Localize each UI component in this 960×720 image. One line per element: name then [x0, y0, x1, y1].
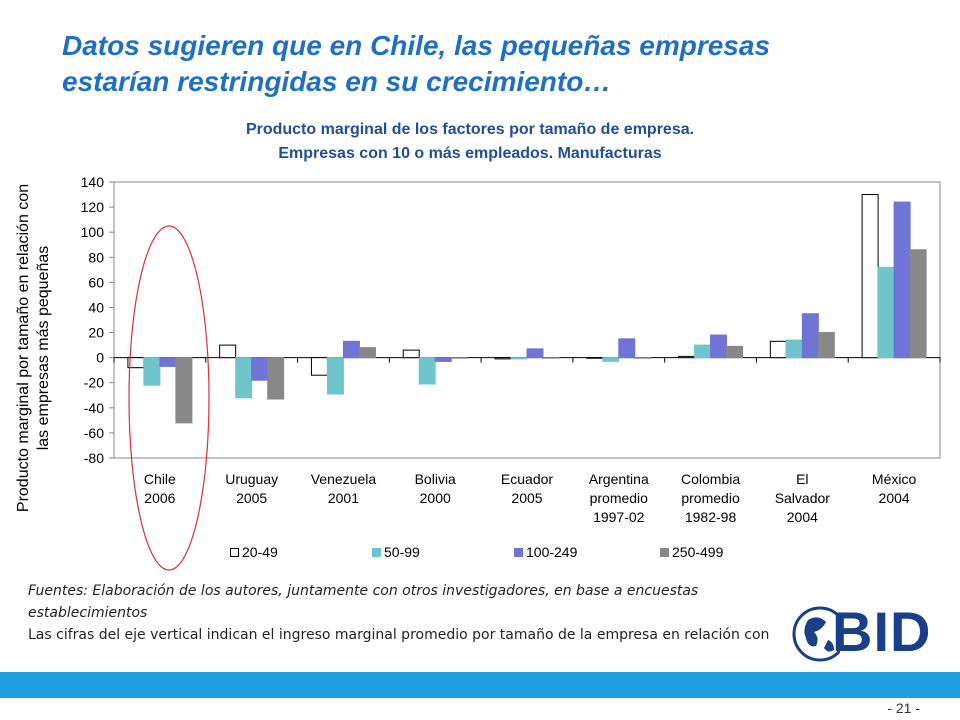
- y-tick-label: -40: [84, 400, 104, 416]
- bar-100-249: [342, 340, 360, 359]
- x-category-label: 2006: [144, 490, 175, 506]
- x-category-label: México: [872, 471, 917, 487]
- bar-50-99: [602, 357, 620, 362]
- logo-text: BID: [832, 600, 932, 663]
- bar-250-499: [358, 347, 376, 359]
- x-category-label: 1982-98: [685, 509, 737, 525]
- chile-highlight-ellipse: [128, 225, 210, 571]
- chart-title-line1: Producto marginal de los factores por ta…: [245, 121, 695, 138]
- legend-item-250-499: 250-499: [660, 544, 723, 560]
- bid-logo: BID: [790, 600, 930, 664]
- footnote-source-line2: establecimientos: [28, 605, 148, 621]
- x-category-label: Ecuador: [501, 471, 553, 487]
- bar-100-249: [159, 357, 177, 367]
- plot-frame: [113, 181, 941, 459]
- legend-label: 100-249: [526, 544, 578, 560]
- x-category-label: 2005: [511, 490, 542, 506]
- bar-250-499: [542, 357, 560, 359]
- y-tick-label: 20: [88, 325, 104, 341]
- bar-20-49: [219, 344, 237, 359]
- bar-20-49: [769, 340, 787, 359]
- x-category-label: Bolivia: [415, 471, 456, 487]
- bar-100-249: [710, 334, 728, 359]
- y-tick-label: 120: [81, 199, 105, 215]
- y-tick-label: 0: [96, 350, 104, 366]
- x-category-label: 2001: [328, 490, 359, 506]
- bar-50-99: [785, 339, 803, 359]
- bar-100-249: [251, 357, 269, 381]
- footnote: Fuentes: Elaboración de los autores, jun…: [28, 580, 948, 646]
- bar-250-499: [909, 249, 927, 359]
- x-category-label: 1997-02: [593, 509, 645, 525]
- chart-title-line2: Empresas con 10 o más empleados. Manufac…: [278, 145, 662, 162]
- x-category-label: Salvador: [775, 490, 831, 506]
- x-category-label: 2004: [787, 509, 818, 525]
- globe-icon: [792, 606, 840, 662]
- bar-100-249: [434, 357, 452, 362]
- bar-50-99: [235, 357, 253, 399]
- bar-20-49: [310, 357, 328, 376]
- legend-label: 20-49: [242, 544, 278, 560]
- bar-20-49: [861, 194, 879, 359]
- x-category-label: Colombia: [681, 471, 740, 487]
- footer-bar: [0, 672, 960, 698]
- x-category-label: Chile: [144, 471, 176, 487]
- bar-250-499: [175, 357, 193, 424]
- x-category-label: Argentina: [589, 471, 649, 487]
- bar-50-99: [510, 357, 528, 360]
- x-category-label: Uruguay: [225, 471, 278, 487]
- x-category-label: 2004: [879, 490, 910, 506]
- bar-250-499: [726, 345, 744, 359]
- y-tick-label: 60: [88, 274, 104, 290]
- legend-swatch: [230, 547, 239, 557]
- bar-50-99: [694, 344, 712, 359]
- bar-chart: -80 -60 -40 -20 0 20 40 60 80 100 120 140 Chile 2006 U…: [81, 174, 941, 571]
- y-tick-label: -20: [84, 375, 104, 391]
- x-category-label: promedio: [681, 490, 740, 506]
- bar-50-99: [326, 357, 344, 395]
- legend-label: 250-499: [672, 544, 724, 560]
- legend-item-50-99: 50-99: [372, 544, 420, 560]
- y-tick-label: -80: [84, 450, 104, 466]
- x-category-label: 2000: [420, 490, 451, 506]
- bar-250-499: [634, 357, 652, 359]
- bar-100-249: [893, 201, 911, 359]
- footnote-note: Las cifras del eje vertical indican el i…: [28, 627, 770, 643]
- legend-label: 50-99: [384, 544, 420, 560]
- bar-50-99: [143, 357, 161, 386]
- x-category-label: Venezuela: [311, 471, 377, 487]
- legend-swatch: [372, 547, 381, 557]
- legend-item-20-49: 20-49: [230, 544, 278, 560]
- x-category-label: 2005: [236, 490, 267, 506]
- footnote-source-line1: Fuentes: Elaboración de los autores, jun…: [28, 583, 699, 599]
- y-tick-label: 100: [81, 224, 105, 240]
- bar-250-499: [450, 357, 468, 359]
- bar-250-499: [267, 357, 285, 400]
- bar-100-249: [618, 338, 636, 359]
- x-category-label: promedio: [590, 490, 649, 506]
- y-tick-label: 140: [81, 174, 105, 190]
- bar-20-49: [678, 355, 696, 359]
- slide-title-line1: Datos sugieren que en Chile, las pequeña…: [62, 30, 771, 61]
- y-tick-label: -60: [84, 425, 104, 441]
- y-tick-label: 80: [88, 249, 104, 265]
- y-tick-label: 40: [88, 299, 104, 315]
- slide-title: Datos sugieren que en Chile, las pequeña…: [62, 28, 922, 100]
- bar-250-499: [817, 332, 835, 359]
- chart-legend: 20-49 50-99 100-249 250-499: [230, 544, 830, 564]
- bar-20-49: [494, 357, 512, 360]
- bar-100-249: [526, 348, 544, 359]
- bar-20-49: [402, 349, 420, 359]
- slide-title-line2: estarían restringidas en su crecimiento…: [62, 66, 612, 97]
- page-number: - 21 -: [887, 700, 920, 716]
- bar-50-99: [877, 266, 895, 359]
- legend-item-100-249: 100-249: [514, 544, 577, 560]
- bar-50-99: [418, 357, 436, 385]
- legend-swatch: [514, 547, 523, 557]
- bar-100-249: [801, 313, 819, 359]
- x-category-label: El: [796, 471, 808, 487]
- chart-title: Producto marginal de los factores por ta…: [120, 118, 820, 166]
- bar-20-49: [586, 357, 604, 359]
- legend-swatch: [660, 547, 669, 557]
